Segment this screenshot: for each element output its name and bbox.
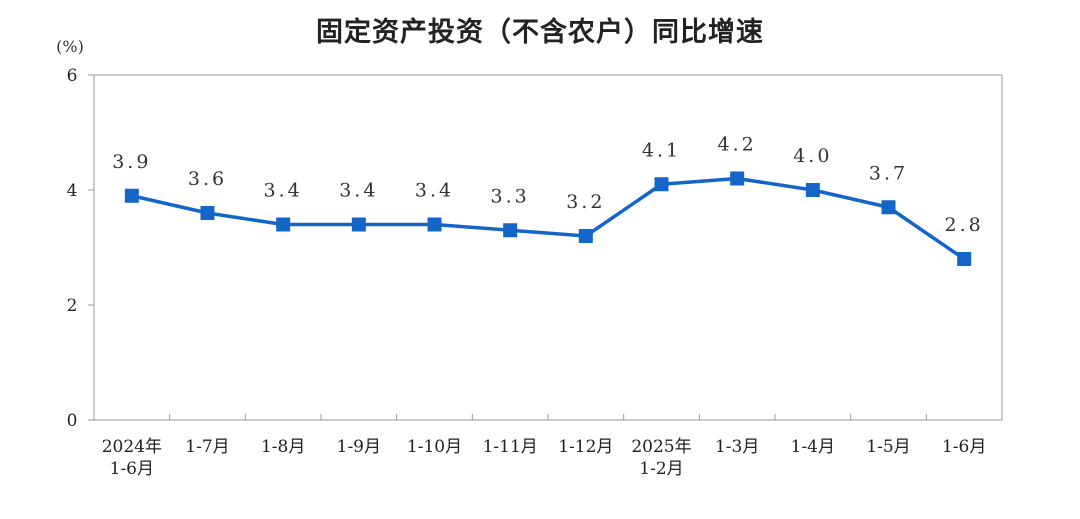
x-tick-label: 1-6月 bbox=[942, 437, 986, 457]
data-label: 3.7 bbox=[869, 162, 908, 184]
y-axis: 0 2 4 6 bbox=[67, 66, 94, 431]
data-label: 4.2 bbox=[718, 134, 757, 156]
data-point-marker bbox=[578, 229, 593, 243]
data-label: 2.8 bbox=[945, 214, 984, 236]
data-point-marker bbox=[503, 223, 518, 238]
data-label: 3.3 bbox=[491, 185, 530, 207]
unit-label: (%) bbox=[56, 37, 84, 56]
data-label: 4.1 bbox=[642, 139, 681, 161]
data-point-marker bbox=[427, 217, 442, 232]
plot-frame bbox=[93, 74, 1003, 421]
data-point-marker bbox=[200, 206, 215, 220]
x-tick-label: 1-10月 bbox=[407, 437, 462, 457]
x-tick-label: 1-4月 bbox=[791, 437, 835, 457]
x-tick-label: 1-12月 bbox=[558, 437, 613, 457]
data-point-marker bbox=[124, 188, 139, 203]
x-tick-label: 2024年 bbox=[102, 437, 162, 457]
x-tick-label: 1-2月 bbox=[639, 459, 683, 479]
data-point-marker bbox=[881, 200, 896, 215]
data-label: 3.4 bbox=[339, 180, 378, 202]
x-tick-label: 2025年 bbox=[631, 437, 691, 457]
data-point-marker bbox=[654, 177, 669, 192]
data-label: 3.6 bbox=[188, 168, 227, 190]
y-tick-label: 6 bbox=[67, 66, 78, 86]
y-tick-label: 4 bbox=[67, 181, 78, 201]
data-label: 3.9 bbox=[112, 151, 151, 173]
data-point-marker bbox=[957, 252, 972, 266]
x-tick-label: 1-5月 bbox=[866, 437, 910, 457]
data-point-marker bbox=[730, 171, 745, 186]
x-tick-label: 1-7月 bbox=[185, 437, 229, 457]
x-tick-label: 1-3月 bbox=[715, 437, 759, 457]
data-point-marker bbox=[351, 217, 366, 232]
y-tick-label: 2 bbox=[67, 296, 78, 316]
data-label: 3.4 bbox=[415, 180, 454, 202]
data-point-marker bbox=[805, 183, 820, 197]
data-label: 4.0 bbox=[793, 145, 832, 167]
x-tick-label: 1-11月 bbox=[483, 437, 538, 457]
data-label: 3.2 bbox=[566, 191, 605, 213]
data-label: 3.4 bbox=[264, 180, 303, 202]
x-tick-label: 1-6月 bbox=[110, 459, 154, 479]
data-point-marker bbox=[276, 217, 291, 232]
y-tick-label: 0 bbox=[67, 411, 78, 431]
x-tick-label: 1-9月 bbox=[337, 437, 381, 457]
x-tick-label: 1-8月 bbox=[261, 437, 305, 457]
series-layer: 3.9 3.6 3.4 3.4 3.4 3.3 3.2 4.1 4.2 4.0 3.7 2.8 bbox=[112, 134, 984, 266]
chart-title: 固定资产投资（不含农户）同比增速 bbox=[316, 17, 764, 48]
series-line bbox=[130, 176, 966, 261]
